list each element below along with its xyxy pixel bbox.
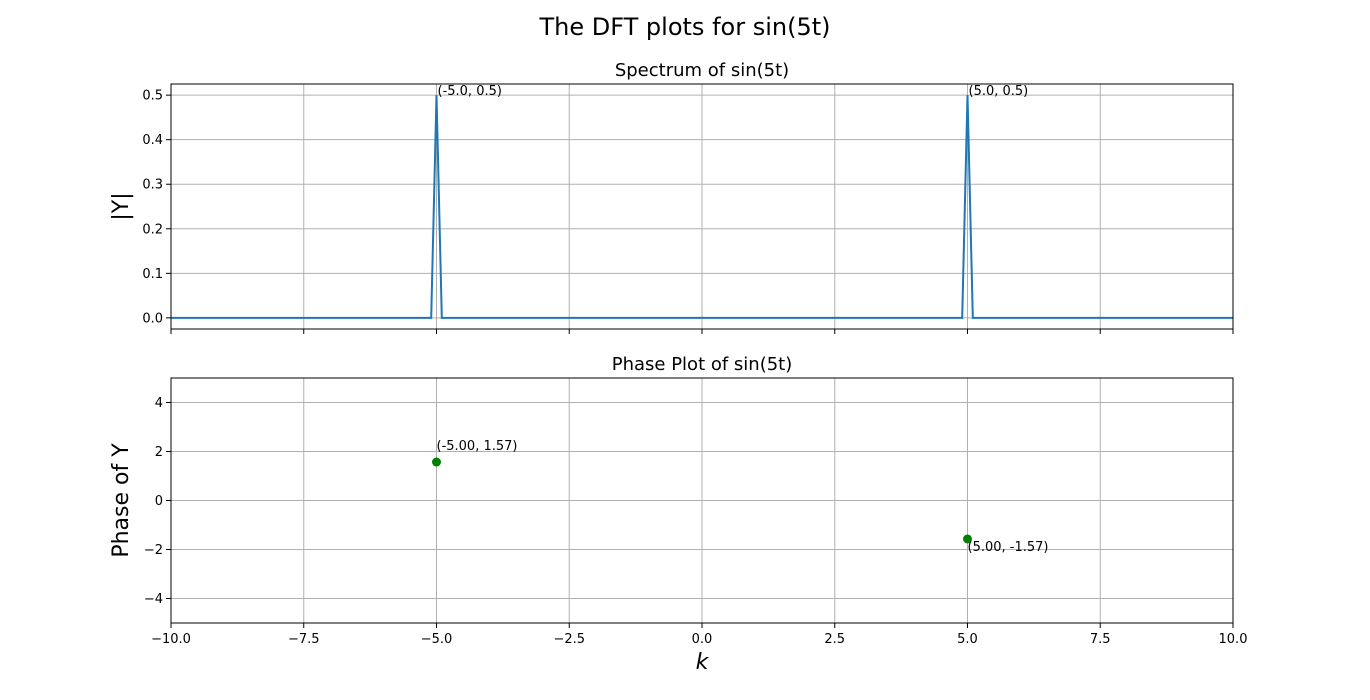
y-tick-label: 0.5	[142, 89, 163, 104]
y-tick-label: 2	[155, 445, 163, 460]
x-tick-label: −2.5	[553, 632, 585, 647]
phase-annotation: (5.00, -1.57)	[968, 540, 1049, 555]
x-tick-label: 5.0	[957, 632, 978, 647]
spectrum-ticks: 0.0 0.1 0.2 0.3 0.4 0.5	[142, 89, 1234, 334]
x-tick-label: −5.0	[421, 632, 453, 647]
x-tick-label: −7.5	[288, 632, 320, 647]
phase-ticks: −10.0 −7.5 −5.0 −2.5 0.0 2.5 5.0 7.5 10.0 −4 −2 0 2 4	[144, 396, 1248, 647]
spectrum-annotations: (-5.0, 0.5) (5.0, 0.5)	[438, 84, 1029, 99]
y-tick-label: −2	[144, 543, 163, 558]
x-tick-label: 7.5	[1090, 632, 1111, 647]
phase-ylabel: Phase of Y	[109, 443, 134, 558]
phase-points	[432, 457, 972, 544]
spectrum-grid	[170, 84, 1234, 329]
figure-suptitle: The DFT plots for sin(5t)	[539, 13, 831, 41]
spectrum-annotation: (-5.0, 0.5)	[438, 84, 502, 99]
y-tick-label: 4	[155, 396, 163, 411]
spectrum-panel: 0.0 0.1 0.2 0.3 0.4 0.5 (-5.0, 0.5) (5.0, 0.5)…	[109, 60, 1234, 334]
y-tick-label: 0	[155, 494, 163, 509]
x-tick-label: 2.5	[824, 632, 845, 647]
spectrum-annotation: (5.0, 0.5)	[969, 84, 1029, 99]
y-tick-label: −4	[144, 592, 163, 607]
y-tick-label: 0.2	[142, 222, 163, 237]
y-tick-label: 0.0	[142, 311, 163, 326]
phase-annotations: (-5.00, 1.57) (5.00, -1.57)	[437, 439, 1049, 555]
phase-point	[963, 534, 972, 544]
phase-grid	[170, 378, 1234, 623]
spectrum-title: Spectrum of sin(5t)	[615, 60, 789, 81]
spectrum-ylabel: |Y|	[109, 192, 134, 220]
y-tick-label: 0.4	[142, 133, 163, 148]
y-tick-label: 0.1	[142, 267, 163, 282]
spectrum-series-line	[171, 95, 1233, 319]
y-tick-label: 0.3	[142, 178, 163, 193]
phase-point	[432, 457, 441, 467]
x-tick-label: 10.0	[1219, 632, 1248, 647]
phase-panel: −10.0 −7.5 −5.0 −2.5 0.0 2.5 5.0 7.5 10.0 −4 −2 0 2 4…	[109, 354, 1247, 675]
x-tick-label: −10.0	[151, 632, 191, 647]
phase-annotation: (-5.00, 1.57)	[437, 439, 518, 454]
phase-title: Phase Plot of sin(5t)	[612, 354, 793, 375]
x-tick-label: 0.0	[692, 632, 713, 647]
phase-xlabel: k	[696, 650, 710, 675]
